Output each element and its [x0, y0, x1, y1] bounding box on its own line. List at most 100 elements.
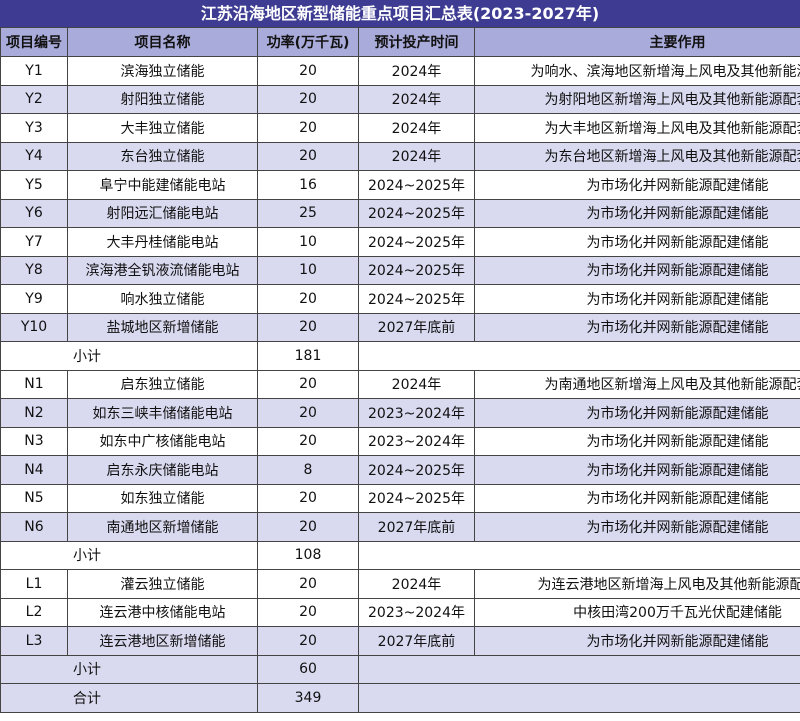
table-cell: 2027年底前 — [358, 312, 475, 342]
table-cell: 为市场化并网新能源配建储能 — [474, 284, 800, 314]
table-row: Y5 阜宁中能建储能电站 16 2024~2025年 为市场化并网新能源配建储能 — [0, 170, 800, 200]
table-cell: Y8 — [0, 255, 68, 285]
table-cell: L2 — [0, 597, 68, 627]
table-cell: 为南通地区新增海上风电及其他新能源配套 — [474, 369, 800, 399]
table-cell: N4 — [0, 455, 68, 485]
table-cell: 大丰独立储能 — [67, 113, 258, 143]
table-cell: 为市场化并网新能源配建储能 — [474, 255, 800, 285]
table-cell: 为市场化并网新能源配建储能 — [474, 170, 800, 200]
header-row: 项目编号 项目名称 功率(万千瓦) 预计投产时间 主要作用 — [0, 27, 800, 57]
table-cell: 为射阳地区新增海上风电及其他新能源配套 — [474, 84, 800, 114]
table-cell: 如东中广核储能电站 — [67, 426, 258, 456]
header-cell: 预计投产时间 — [358, 27, 475, 57]
table-cell: 为东台地区新增海上风电及其他新能源配套 — [474, 141, 800, 171]
table-cell: 20 — [257, 284, 359, 314]
table-cell: 10 — [257, 227, 359, 257]
table-cell: 8 — [257, 455, 359, 485]
table-cell: 20 — [257, 597, 359, 627]
table-cell: 2024年 — [358, 569, 475, 599]
table-cell: 为市场化并网新能源配建储能 — [474, 512, 800, 542]
table-cell: Y6 — [0, 198, 68, 228]
table-cell: 20 — [257, 569, 359, 599]
table-cell: 2024年 — [358, 141, 475, 171]
table-cell: 2024~2025年 — [358, 170, 475, 200]
header-cell: 功率(万千瓦) — [257, 27, 359, 57]
table-row: N4 启东永庆储能电站 8 2024~2025年 为市场化并网新能源配建储能 — [0, 455, 800, 485]
table-cell: L3 — [0, 626, 68, 656]
table-cell: Y10 — [0, 312, 68, 342]
table-cell: 为市场化并网新能源配建储能 — [474, 227, 800, 257]
subtotal-value: 181 — [257, 341, 359, 371]
table-cell: 20 — [257, 426, 359, 456]
table-cell: 中核田湾200万千瓦光伏配建储能 — [474, 597, 800, 627]
table-cell: 2024~2025年 — [358, 455, 475, 485]
table-cell: 20 — [257, 369, 359, 399]
table-row: 合计 349 — [0, 683, 800, 713]
table-cell: 为市场化并网新能源配建储能 — [474, 455, 800, 485]
table-cell: Y3 — [0, 113, 68, 143]
table-cell: 20 — [257, 113, 359, 143]
table-row: N6 南通地区新增储能 20 2027年底前 为市场化并网新能源配建储能 — [0, 512, 800, 542]
table-cell: 2024~2025年 — [358, 483, 475, 513]
empty-cell — [358, 540, 800, 570]
table-cell: 2027年底前 — [358, 626, 475, 656]
table-cell: 2027年底前 — [358, 512, 475, 542]
table-cell: 灌云独立储能 — [67, 569, 258, 599]
table-cell: L1 — [0, 569, 68, 599]
table-cell: 为市场化并网新能源配建储能 — [474, 312, 800, 342]
table-row: Y7 大丰丹桂储能电站 10 2024~2025年 为市场化并网新能源配建储能 — [0, 227, 800, 257]
table-cell: 为市场化并网新能源配建储能 — [474, 426, 800, 456]
table-cell: N3 — [0, 426, 68, 456]
table-row: Y10 盐城地区新增储能 20 2027年底前 为市场化并网新能源配建储能 — [0, 312, 800, 342]
table-cell: 2024~2025年 — [358, 198, 475, 228]
table-row: L1 灌云独立储能 20 2024年 为连云港地区新增海上风电及其他新能源配套 — [0, 569, 800, 599]
table-cell: 为响水、滨海地区新增海上风电及其他新能源配 — [474, 56, 800, 86]
table-cell: 2023~2024年 — [358, 426, 475, 456]
table-cell: N6 — [0, 512, 68, 542]
table-cell: 如东三峡丰储储能电站 — [67, 398, 258, 428]
table-row: N3 如东中广核储能电站 20 2023~2024年 为市场化并网新能源配建储能 — [0, 426, 800, 456]
table-row: Y3 大丰独立储能 20 2024年 为大丰地区新增海上风电及其他新能源配套 — [0, 113, 800, 143]
subtotal-value: 349 — [257, 683, 359, 713]
table-row: Y6 射阳远汇储能电站 25 2024~2025年 为市场化并网新能源配建储能 — [0, 198, 800, 228]
table: 项目编号 项目名称 功率(万千瓦) 预计投产时间 主要作用 Y1 滨海独立储能 20 2024… — [0, 27, 800, 713]
table-row: N2 如东三峡丰储储能电站 20 2023~2024年 为市场化并网新能源配建储能 — [0, 398, 800, 428]
header-cell: 项目名称 — [67, 27, 258, 57]
table-row: 小计 108 — [0, 540, 800, 570]
table-cell: 2024年 — [358, 369, 475, 399]
table-cell: Y1 — [0, 56, 68, 86]
table-cell: 20 — [257, 84, 359, 114]
empty-cell — [358, 654, 800, 684]
table-cell: 为市场化并网新能源配建储能 — [474, 626, 800, 656]
table-cell: 20 — [257, 141, 359, 171]
table-cell: 20 — [257, 56, 359, 86]
table-cell: N2 — [0, 398, 68, 428]
table-cell: Y7 — [0, 227, 68, 257]
table-cell: N1 — [0, 369, 68, 399]
table-cell: 2023~2024年 — [358, 597, 475, 627]
table-cell: 启东永庆储能电站 — [67, 455, 258, 485]
table-row: Y1 滨海独立储能 20 2024年 为响水、滨海地区新增海上风电及其他新能源配 — [0, 56, 800, 86]
table-row: Y9 响水独立储能 20 2024~2025年 为市场化并网新能源配建储能 — [0, 284, 800, 314]
subtotal-value: 60 — [257, 654, 359, 684]
table-cell: 东台独立储能 — [67, 141, 258, 171]
table-row: L3 连云港地区新增储能 20 2027年底前 为市场化并网新能源配建储能 — [0, 626, 800, 656]
table-cell: Y2 — [0, 84, 68, 114]
table-cell: 为连云港地区新增海上风电及其他新能源配套 — [474, 569, 800, 599]
table-row: Y8 滨海港全钒液流储能电站 10 2024~2025年 为市场化并网新能源配建储能 — [0, 255, 800, 285]
table-row: Y4 东台独立储能 20 2024年 为东台地区新增海上风电及其他新能源配套 — [0, 141, 800, 171]
table-title: 江苏沿海地区新型储能重点项目汇总表(2023-2027年) — [0, 0, 800, 27]
table-cell: Y5 — [0, 170, 68, 200]
subtotal-label: 小计 — [0, 654, 258, 684]
table-cell: 响水独立储能 — [67, 284, 258, 314]
subtotal-label: 小计 — [0, 540, 258, 570]
subtotal-label: 合计 — [0, 683, 258, 713]
table-cell: N5 — [0, 483, 68, 513]
table-cell: 2023~2024年 — [358, 398, 475, 428]
table-cell: 2024年 — [358, 113, 475, 143]
table-cell: 20 — [257, 398, 359, 428]
table-cell: 启东独立储能 — [67, 369, 258, 399]
table-cell: 大丰丹桂储能电站 — [67, 227, 258, 257]
subtotal-label: 小计 — [0, 341, 258, 371]
